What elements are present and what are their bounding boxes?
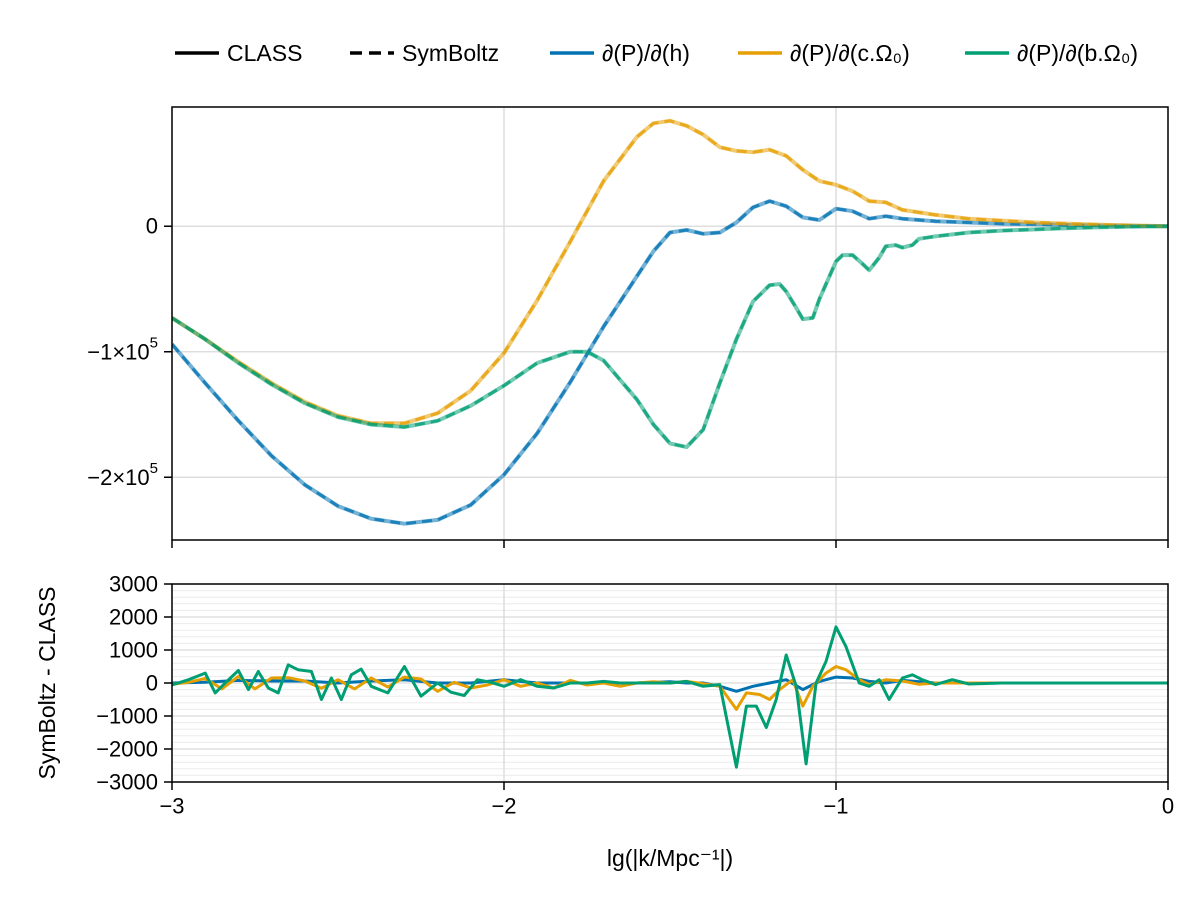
y-tick-label: −2000: [96, 737, 158, 762]
y-tick-label: 0: [146, 214, 158, 239]
y-tick-label-exponent: 5: [150, 334, 158, 351]
x-tick-label: −3: [159, 794, 184, 819]
legend-label: ∂(P)/∂(h): [602, 40, 690, 66]
series-line: [172, 625, 1168, 769]
top-panel: 0−1×105−2×105: [87, 106, 1169, 548]
legend: CLASS SymBoltz ∂(P)/∂(h) ∂(P)/∂(c.Ω₀) ∂(P)/∂…: [175, 40, 1138, 66]
y-tick-label: −3000: [96, 770, 158, 795]
y-tick-label-base: −2×10: [87, 465, 149, 490]
series-group: [172, 625, 1168, 769]
series-line-symboltz: [172, 119, 1168, 425]
legend-label: CLASS: [227, 40, 302, 66]
y-tick-label: −1×105: [87, 334, 158, 364]
legend-item: CLASS: [175, 40, 302, 66]
series-line-class: [172, 199, 1168, 526]
legend-label: ∂(P)/∂(c.Ω₀): [790, 40, 910, 66]
y-tick-label: 3000: [109, 572, 158, 597]
series-line-class: [172, 224, 1168, 450]
x-tick-label: −1: [823, 794, 848, 819]
legend-item: ∂(P)/∂(b.Ω₀): [965, 40, 1138, 66]
series-line-class: [172, 118, 1168, 426]
y-tick-label: −2×105: [87, 460, 158, 490]
ticks: 3000 2000 1000 0 −1000 −2000 −3000−3 −2 −1 0: [96, 572, 1174, 819]
legend-item: ∂(P)/∂(c.Ω₀): [738, 40, 910, 66]
series-group: [172, 118, 1168, 526]
plot-frame: [171, 106, 1169, 541]
grid: [171, 107, 1169, 540]
series-line-symboltz: [172, 199, 1168, 526]
y-tick-label: 0: [146, 671, 158, 696]
series-line-symboltz: [172, 224, 1168, 449]
legend-label: SymBoltz: [402, 40, 499, 66]
legend-label: ∂(P)/∂(b.Ω₀): [1017, 40, 1138, 66]
ticks: 0−1×105−2×105: [87, 214, 1169, 548]
x-tick-label: −2: [491, 794, 516, 819]
y-tick-label: 2000: [109, 605, 158, 630]
y-tick-label-base: −1×10: [87, 339, 149, 364]
x-tick-label: 0: [1162, 794, 1174, 819]
legend-item: SymBoltz: [350, 40, 499, 66]
y-tick-label: −1000: [96, 704, 158, 729]
bottom-panel: 3000 2000 1000 0 −1000 −2000 −3000−3 −2 −1 0 lg(|k…: [34, 572, 1174, 872]
y-axis-label: SymBoltz - CLASS: [34, 587, 60, 780]
y-tick-label-exponent: 5: [150, 460, 158, 477]
legend-item: ∂(P)/∂(h): [550, 40, 690, 66]
y-tick-label: 1000: [109, 638, 158, 663]
x-axis-label: lg(|k/Mpc⁻¹|): [607, 845, 733, 871]
